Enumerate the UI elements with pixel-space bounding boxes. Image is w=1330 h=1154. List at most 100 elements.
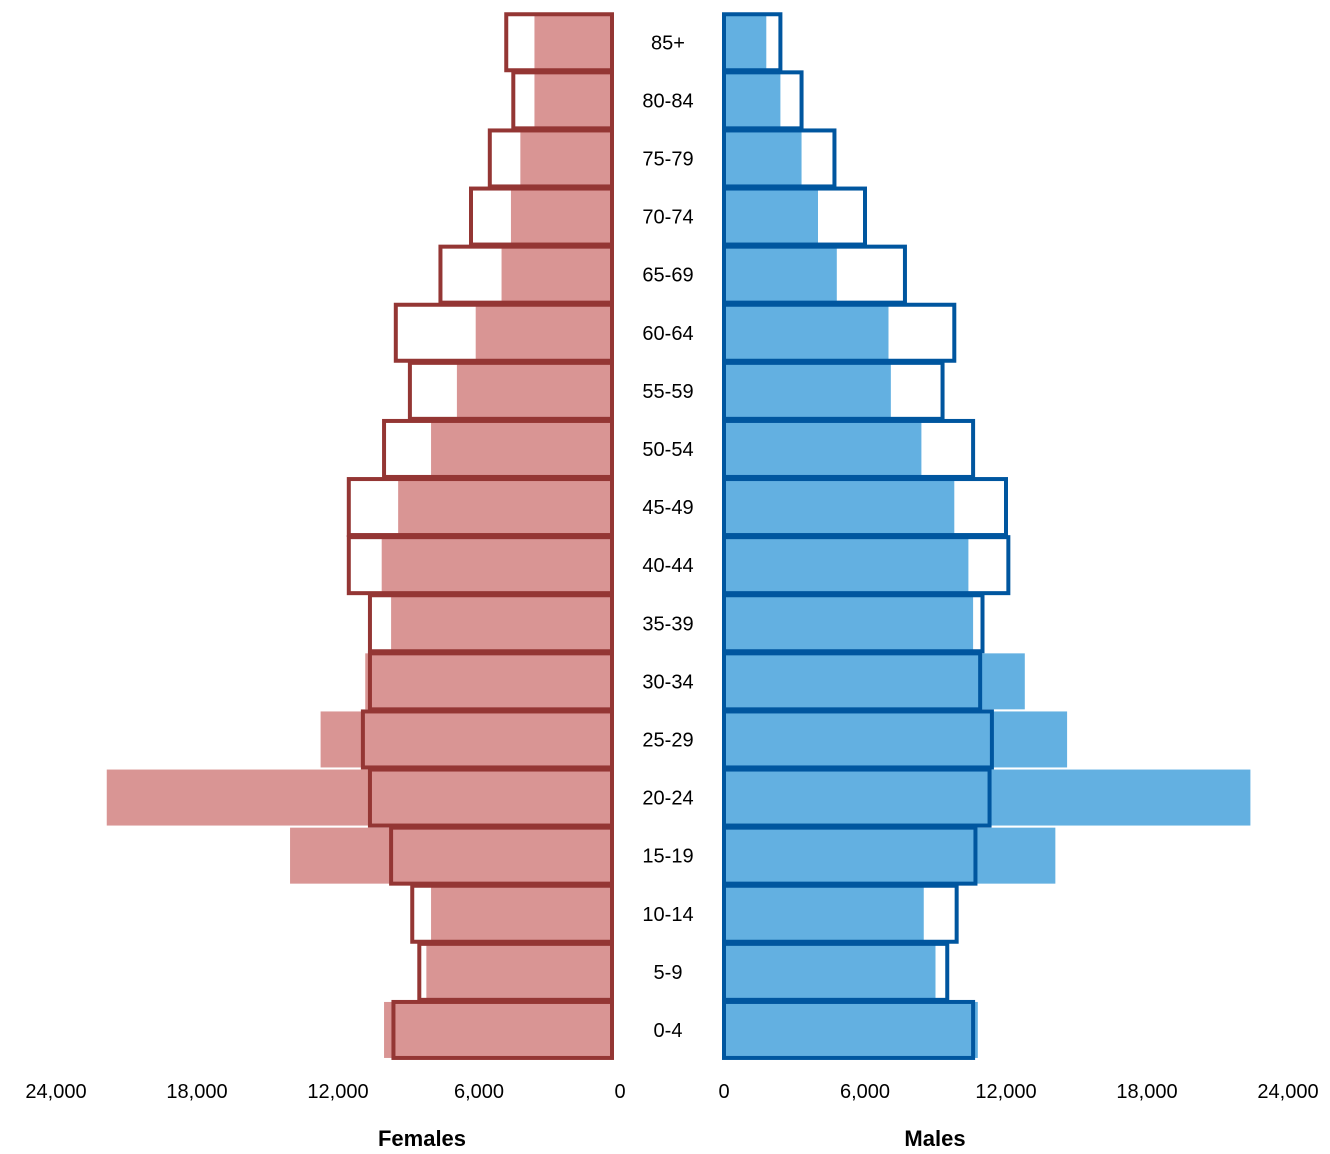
female-outline-bar-75-79 bbox=[487, 128, 614, 189]
males-outline-bars bbox=[722, 12, 1011, 1060]
male-filled-bar-30-34 bbox=[724, 653, 1025, 710]
female-filled-bar-20-24 bbox=[106, 769, 612, 826]
female-outline-bar-85+ bbox=[504, 12, 614, 73]
male-filled-bar-70-74 bbox=[724, 188, 818, 245]
male-outline-bar-10-14 bbox=[722, 883, 959, 944]
age-label-65-69: 65-69 bbox=[642, 265, 693, 287]
male-outline-bar-70-74 bbox=[722, 186, 867, 247]
age-label-60-64: 60-64 bbox=[642, 323, 693, 345]
female-filled-bar-10-14 bbox=[431, 885, 612, 942]
males-tick-label: 12,000 bbox=[975, 1081, 1036, 1103]
male-outline-bar-0-4 bbox=[722, 999, 976, 1060]
males-tick-label: 0 bbox=[718, 1081, 729, 1103]
female-filled-bar-65-69 bbox=[501, 246, 612, 303]
age-label-80-84: 80-84 bbox=[642, 90, 693, 112]
female-outline-bar-30-34 bbox=[367, 651, 615, 712]
males-axis-ticks: 0 6,000 12,000 18,000 24,000 bbox=[718, 1081, 1318, 1103]
female-filled-bar-30-34 bbox=[365, 653, 612, 710]
females-outline-bars bbox=[346, 12, 615, 1060]
age-label-70-74: 70-74 bbox=[642, 207, 693, 229]
female-filled-bar-60-64 bbox=[475, 304, 612, 361]
male-filled-bar-20-24 bbox=[724, 769, 1251, 826]
female-outline-bar-5-9 bbox=[417, 941, 614, 1002]
males-tick-label: 18,000 bbox=[1116, 1081, 1177, 1103]
males-tick-label: 24,000 bbox=[1257, 1081, 1318, 1103]
male-outline-bar-55-59 bbox=[722, 360, 945, 421]
male-outline-bar-15-19 bbox=[722, 825, 978, 886]
female-outline-bar-20-24 bbox=[367, 767, 615, 828]
male-filled-bar-75-79 bbox=[724, 130, 802, 187]
male-filled-bar-5-9 bbox=[724, 943, 936, 1000]
female-filled-bar-80-84 bbox=[534, 72, 612, 129]
females-tick-label: 24,000 bbox=[25, 1081, 86, 1103]
male-filled-bar-85+ bbox=[724, 14, 767, 71]
males-tick-label: 6,000 bbox=[840, 1081, 890, 1103]
female-filled-bar-45-49 bbox=[398, 479, 612, 536]
male-filled-bar-25-29 bbox=[724, 711, 1068, 768]
female-filled-bar-85+ bbox=[534, 14, 612, 71]
males-axis-title: Males bbox=[904, 1126, 965, 1149]
females-tick-label: 6,000 bbox=[454, 1081, 504, 1103]
male-filled-bar-55-59 bbox=[724, 362, 891, 419]
female-outline-bar-25-29 bbox=[360, 709, 614, 770]
female-outline-bar-60-64 bbox=[393, 302, 614, 363]
male-outline-bar-75-79 bbox=[722, 128, 837, 189]
male-outline-bar-30-34 bbox=[722, 651, 983, 712]
age-label-40-44: 40-44 bbox=[642, 555, 693, 577]
male-outline-bar-80-84 bbox=[722, 70, 804, 131]
female-filled-bar-25-29 bbox=[320, 711, 612, 768]
females-tick-label: 12,000 bbox=[307, 1081, 368, 1103]
male-outline-bar-50-54 bbox=[722, 418, 976, 479]
male-filled-bar-40-44 bbox=[724, 537, 969, 594]
female-outline-bar-65-69 bbox=[438, 244, 615, 305]
age-label-0-4: 0-4 bbox=[654, 1020, 683, 1042]
female-filled-bar-35-39 bbox=[391, 595, 612, 652]
female-filled-bar-75-79 bbox=[520, 130, 612, 187]
age-label-20-24: 20-24 bbox=[642, 788, 693, 810]
female-outline-bar-15-19 bbox=[389, 825, 614, 886]
female-outline-bar-40-44 bbox=[346, 535, 614, 596]
female-outline-bar-70-74 bbox=[469, 186, 614, 247]
age-label-25-29: 25-29 bbox=[642, 729, 693, 751]
female-filled-bar-15-19 bbox=[290, 827, 612, 884]
female-outline-bar-35-39 bbox=[367, 593, 615, 654]
female-outline-bar-50-54 bbox=[382, 418, 614, 479]
female-outline-bar-55-59 bbox=[407, 360, 614, 421]
male-filled-bar-50-54 bbox=[724, 420, 922, 477]
male-filled-bar-15-19 bbox=[724, 827, 1056, 884]
age-label-45-49: 45-49 bbox=[642, 497, 693, 519]
age-label-15-19: 15-19 bbox=[642, 846, 693, 868]
female-filled-bar-50-54 bbox=[431, 420, 612, 477]
male-filled-bar-65-69 bbox=[724, 246, 837, 303]
female-filled-bar-70-74 bbox=[510, 188, 612, 245]
male-outline-bar-85+ bbox=[722, 12, 783, 73]
female-outline-bar-45-49 bbox=[346, 477, 614, 538]
females-axis-title: Females bbox=[378, 1126, 466, 1149]
male-outline-bar-5-9 bbox=[722, 941, 950, 1002]
female-outline-bar-80-84 bbox=[511, 70, 614, 131]
male-filled-bar-0-4 bbox=[724, 1001, 978, 1058]
male-outline-bar-45-49 bbox=[722, 477, 1008, 538]
age-label-30-34: 30-34 bbox=[642, 671, 693, 693]
female-filled-bar-55-59 bbox=[456, 362, 612, 419]
female-filled-bar-0-4 bbox=[384, 1001, 612, 1058]
males-filled-bars bbox=[724, 14, 1251, 1058]
male-filled-bar-10-14 bbox=[724, 885, 924, 942]
female-filled-bar-5-9 bbox=[426, 943, 612, 1000]
age-label-35-39: 35-39 bbox=[642, 613, 693, 635]
females-axis-ticks: 24,000 18,000 12,000 6,000 0 bbox=[25, 1081, 625, 1103]
male-outline-bar-20-24 bbox=[722, 767, 992, 828]
male-filled-bar-60-64 bbox=[724, 304, 889, 361]
male-outline-bar-25-29 bbox=[722, 709, 994, 770]
age-label-50-54: 50-54 bbox=[642, 439, 693, 461]
age-label-10-14: 10-14 bbox=[642, 904, 693, 926]
male-filled-bar-45-49 bbox=[724, 479, 955, 536]
age-label-85+: 85+ bbox=[651, 32, 685, 54]
male-outline-bar-40-44 bbox=[722, 535, 1011, 596]
male-outline-bar-35-39 bbox=[722, 593, 985, 654]
females-tick-label: 0 bbox=[614, 1081, 625, 1103]
male-filled-bar-80-84 bbox=[724, 72, 781, 129]
age-group-labels: 0-4 5-9 10-14 15-19 20-24 25-29 30-34 35-39 40-4… bbox=[642, 32, 693, 1042]
